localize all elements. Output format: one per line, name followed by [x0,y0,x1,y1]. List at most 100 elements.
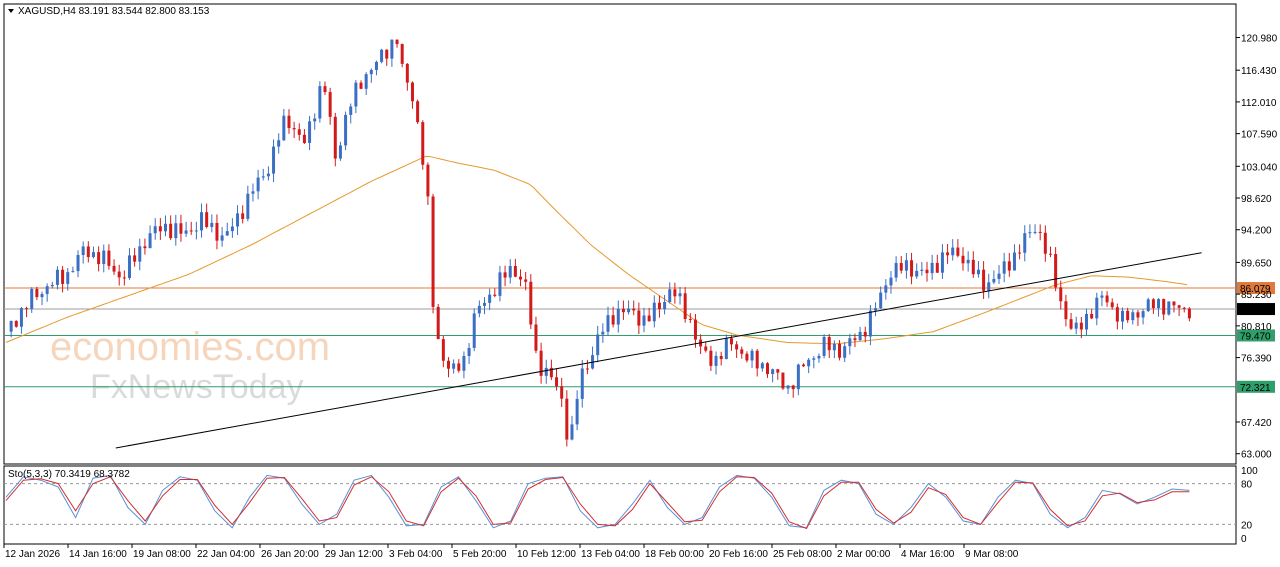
candle-body [647,315,651,322]
candle-body [1121,310,1125,322]
candle-body [164,223,168,232]
candle-body [1079,322,1083,330]
candle-body [266,173,270,177]
candle-body [549,367,553,378]
candle-body [405,63,409,83]
candle-body [179,223,183,234]
candle-body [735,344,739,350]
candle-body [1002,261,1006,274]
price-tick-label-8: 85.230 [1241,290,1272,301]
candle-body [822,336,826,356]
candle-body [1167,301,1171,315]
candle-body [992,278,996,283]
candle-body [292,128,296,130]
candle-body [925,269,929,274]
candle-body [1074,322,1078,329]
candle-body [894,262,898,278]
candle-body [302,134,306,143]
candle-body [14,320,18,327]
candle-body [1115,307,1119,322]
candle-body [1028,232,1032,234]
candle-body [627,308,631,313]
time-tick-label-15: 9 Mar 08:00 [965,549,1019,560]
candle-body [169,223,173,239]
candle-body [1157,299,1161,309]
price-tick-label-11: 67.420 [1241,418,1272,429]
stoch-tick-3: 0 [1241,534,1247,545]
stoch-tick-2: 20 [1241,520,1253,531]
candle-body [225,231,229,236]
candle-body [122,277,126,279]
candle-body [19,308,23,327]
candle-body [1064,301,1068,320]
candle-body [534,324,538,351]
candle-body [236,213,240,227]
candle-body [421,122,425,165]
trendline-line [115,252,1202,449]
stoch-tick-0: 100 [1241,466,1258,477]
level-label-bg-0 [1237,282,1275,295]
time-tick-label-1: 14 Jan 16:00 [69,549,127,560]
candle-body [637,310,641,326]
candle-body [436,306,440,340]
time-tick-label-14: 4 Mar 16:00 [901,549,955,560]
candle-body [215,222,219,241]
candle-body [1151,299,1155,309]
candle-body [848,338,852,347]
level-label-0: 86.079 [1240,284,1271,295]
candle-body [138,246,142,262]
time-tick-label-5: 29 Jan 12:00 [325,549,383,560]
candle-body [1100,295,1104,298]
price-tick-label-12: 63.000 [1241,450,1272,461]
candle-body [1048,253,1052,255]
candle-body [9,320,13,332]
price-tick-label-4: 103.040 [1241,162,1278,173]
candle-body [153,226,157,234]
stoch-tick-1: 80 [1241,480,1253,491]
candle-body [148,233,152,249]
candle-body [400,44,404,64]
candle-body [565,398,569,440]
candle-body [519,276,523,280]
candle-body [827,336,831,351]
candle-body [580,368,584,399]
candle-body [91,252,95,258]
ma-line [5,155,1188,345]
price-tick-label-3: 107.590 [1241,130,1278,141]
candle-body [328,92,332,117]
candle-body [127,255,131,278]
candle-body [287,115,291,129]
stochastic-info: Sto(5,3,3) 70.3419 68.3782 [8,469,130,480]
candle-body [843,346,847,358]
candle-body [338,145,342,159]
candle-body [688,318,692,320]
candle-body [261,176,265,178]
candle-body [441,339,445,361]
candle-body [71,271,75,273]
candle-body [333,116,337,159]
candle-body [210,222,214,227]
collapse-triangle-icon[interactable] [8,9,14,13]
time-axis: 12 Jan 2026 14 Jan 16:00 19 Jan 08:00 22 Ja… [3,544,1019,560]
candle-body [25,308,29,310]
price-tick-label-6: 94.200 [1241,226,1272,237]
candle-body [606,315,610,332]
candle-body [184,230,188,234]
candle-body [976,269,980,275]
candle-body [1007,261,1011,271]
candle-body [426,164,430,197]
level-label-bg-1 [1237,329,1275,342]
candle-body [241,213,245,219]
candle-body [961,255,965,264]
time-tick-label-4: 26 Jan 20:00 [261,549,319,560]
candle-body [1136,312,1140,318]
candle-body [879,292,883,309]
candle-body [796,364,800,390]
candle-body [1018,252,1022,254]
candle-body [724,338,728,360]
candle-body [1033,231,1037,233]
candle-body [771,369,775,375]
candle-body [251,191,255,194]
candle-body [45,286,49,295]
candle-body [915,270,919,277]
